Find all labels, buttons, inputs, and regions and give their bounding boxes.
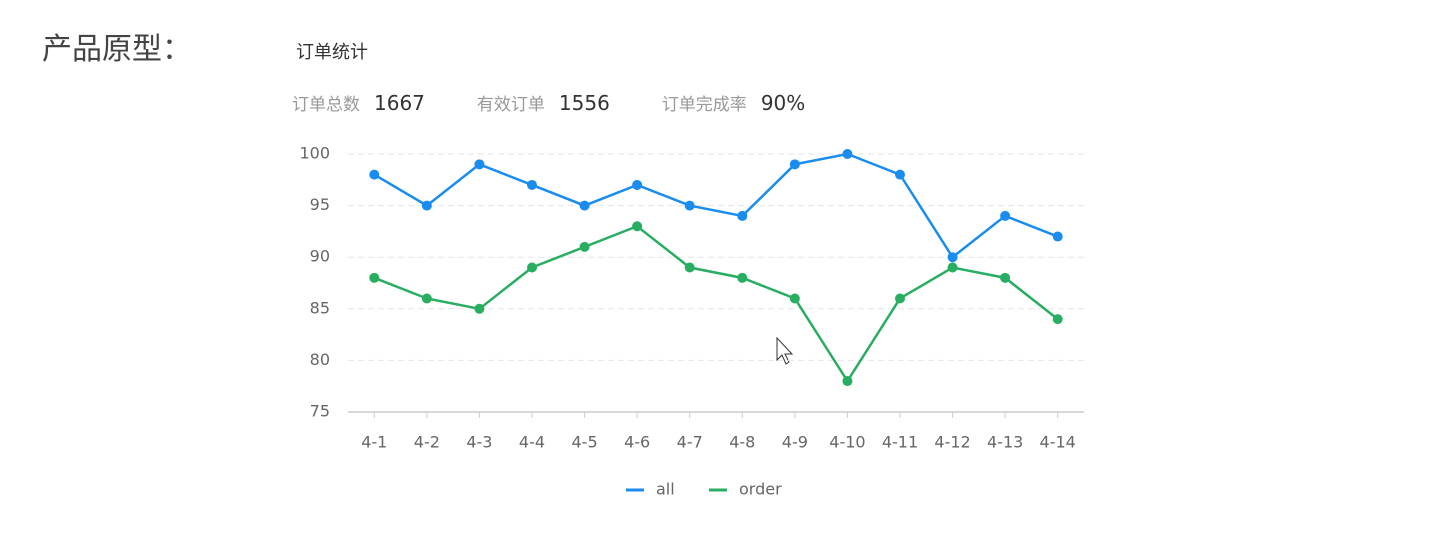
x-tick-label: 4-6 [624, 433, 650, 452]
x-tick-label: 4-13 [987, 433, 1023, 452]
data-point [369, 272, 380, 283]
data-point [895, 169, 905, 180]
series-line [373, 152, 1059, 260]
legend-label: order [739, 480, 782, 499]
data-point [1052, 231, 1063, 242]
data-point [527, 262, 537, 273]
data-point [842, 376, 853, 387]
data-point [1000, 210, 1011, 221]
data-point [684, 200, 695, 211]
x-tick-label: 4-1 [361, 433, 387, 452]
data-point [895, 293, 905, 304]
stat: 有效订单 1556 [477, 90, 610, 115]
stat-label: 订单完成率 [661, 95, 747, 115]
data-point [421, 200, 432, 211]
y-tick-label: 95 [310, 195, 330, 214]
data-point [737, 272, 748, 283]
stat-value: 1556 [558, 91, 610, 115]
data-point [632, 221, 643, 232]
stats: 订单总数 1667 有效订单 1556 订单完成率 90% [292, 90, 857, 115]
series-line [373, 224, 1059, 384]
y-tick-label: 85 [310, 298, 330, 317]
stat-value: 90% [760, 91, 806, 115]
stat-label: 订单总数 [292, 95, 360, 115]
data-point [369, 169, 380, 180]
y-tick-label: 100 [299, 144, 330, 163]
x-tick-label: 4-4 [519, 433, 545, 452]
data-point [842, 149, 853, 159]
data-point [474, 159, 485, 170]
stat-value: 1667 [374, 91, 425, 115]
x-tick-label: 4-8 [729, 433, 755, 452]
data-point [1052, 314, 1063, 325]
x-tick-label: 4-2 [414, 433, 440, 452]
data-point [527, 179, 537, 190]
card-title: 订单统计 [296, 42, 368, 63]
data-point [579, 241, 590, 252]
data-point [737, 210, 748, 221]
x-tick-label: 4-11 [882, 433, 918, 452]
stat: 订单完成率 90% [662, 90, 805, 115]
y-tick-label: 75 [310, 402, 330, 421]
x-tick-label: 4-12 [934, 433, 970, 452]
stat: 订单总数 1667 [292, 90, 425, 115]
data-point [579, 200, 590, 211]
data-point [1000, 272, 1011, 283]
data-point [684, 262, 695, 273]
x-tick-label: 4-9 [782, 433, 808, 452]
data-point [789, 293, 800, 304]
data-point [789, 159, 800, 170]
y-tick-label: 80 [310, 350, 330, 369]
stat-label: 有效订单 [476, 95, 545, 115]
legend-label: all [656, 480, 675, 499]
y-tick-label: 90 [310, 247, 330, 266]
data-point [947, 252, 958, 263]
x-tick-label: 4-10 [829, 433, 865, 452]
data-point [632, 179, 643, 190]
x-tick-label: 4-14 [1040, 433, 1076, 452]
mouse-cursor [776, 336, 794, 365]
data-point [421, 293, 432, 304]
x-tick-label: 4-5 [572, 433, 598, 452]
x-tick-label: 4-3 [466, 433, 492, 452]
data-point [474, 303, 485, 314]
page-heading: 产品原型： [42, 32, 192, 67]
x-tick-label: 4-7 [677, 433, 703, 452]
data-point [947, 262, 958, 273]
